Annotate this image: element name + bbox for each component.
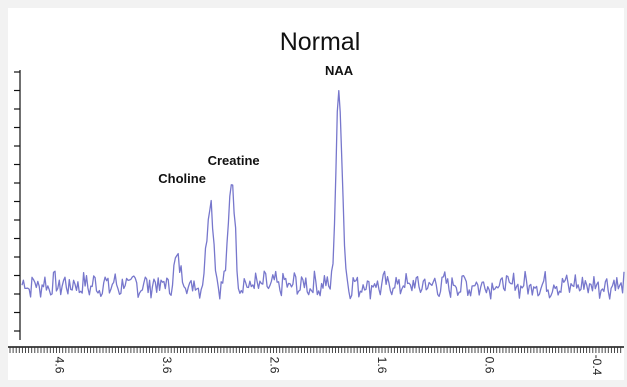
x-axis [8,346,624,353]
x-tick-labels: 4.6 3.6 2.6 1.6 0.6 -0.4 [53,355,604,376]
chart-title: Normal [280,28,361,56]
x-tick-label: -0.4 [590,355,604,376]
peak-label-choline: Choline [158,171,206,186]
x-tick-label: 1.6 [375,357,389,374]
x-tick-label: 4.6 [53,357,67,374]
x-tick-label: 0.6 [483,357,497,374]
y-axis [14,70,21,340]
chart-background [8,8,624,380]
peak-label-naa: NAA [325,63,354,78]
spectrum-series-line [21,90,625,300]
x-tick-label: 3.6 [160,357,174,374]
x-tick-label: 2.6 [268,357,282,374]
peak-label-creatine: Creatine [208,153,260,168]
